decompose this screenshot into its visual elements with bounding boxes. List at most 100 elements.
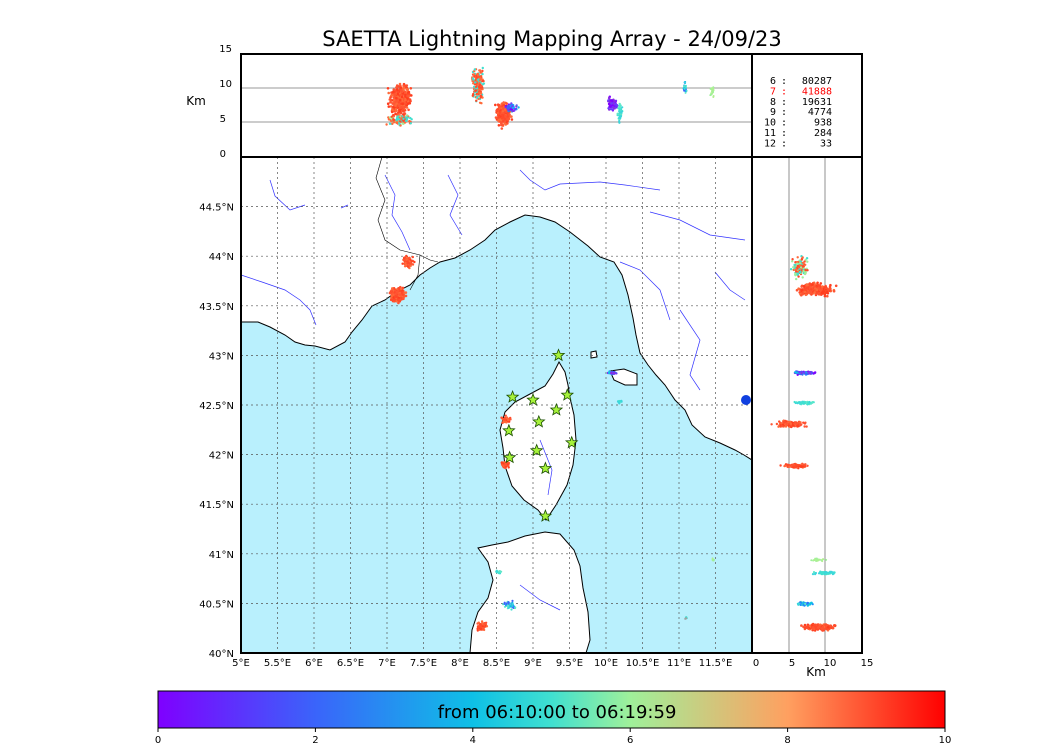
altitude-point (685, 89, 688, 92)
map-lightning-points (388, 254, 751, 632)
stat-key: 11 (764, 128, 776, 139)
colorbar-ticks: 0 2 4 6 8 10 (155, 728, 951, 746)
altitude-point (401, 122, 404, 125)
side-point (804, 293, 808, 297)
map-point (396, 298, 400, 302)
map-point (406, 260, 409, 263)
altitude-point (474, 89, 477, 93)
latitude-tick-label: 42.5°N (199, 401, 234, 412)
side-point (829, 571, 832, 574)
altitude-point (397, 101, 401, 104)
map-point (410, 262, 413, 265)
altitude-point (481, 69, 484, 73)
altitude-point (475, 96, 479, 100)
map-point (504, 414, 507, 417)
altitude-point (394, 112, 397, 116)
side-point (779, 464, 782, 467)
altitude-tick-label: 5 (220, 114, 226, 125)
stats-list: 6: 80287 7: 41888 8: 19631 9: 4774 10: 938 11: 284 1… (764, 76, 832, 149)
map-point (502, 420, 505, 423)
map-panel: 5°E 5.5°E 6°E 6.5°E 7°E 7.5°E 8°E 8.5°E 9°E 9.5°E… (199, 156, 753, 669)
side-point (798, 371, 801, 374)
side-point (825, 627, 828, 631)
side-point (804, 602, 807, 606)
altitude-point (397, 103, 401, 107)
stat-separator: : (781, 76, 787, 87)
side-point (802, 371, 806, 374)
side-point (812, 559, 815, 562)
altitude-point (396, 115, 400, 118)
map-point (398, 289, 402, 293)
map-point (509, 603, 512, 606)
altitude-point (479, 91, 483, 95)
altitude-point (513, 109, 516, 112)
altitude-point (517, 106, 520, 109)
altitude-point (389, 96, 392, 99)
side-point (834, 284, 838, 288)
station-star-icon (538, 508, 553, 522)
side-point (808, 282, 812, 285)
map-axis-labels: 5°E 5.5°E 6°E 6.5°E 7°E 7.5°E 8°E 8.5°E 9°E 9.5°E… (199, 203, 732, 669)
side-point (782, 421, 785, 424)
map-point (477, 621, 480, 624)
side-point (812, 285, 816, 288)
map-point (400, 291, 404, 294)
altitude-point (388, 122, 392, 126)
altitude-point (504, 106, 507, 109)
altitude-point (396, 92, 400, 96)
side-point (797, 275, 800, 278)
colorbar-tick-label: 6 (627, 735, 633, 746)
map-point (391, 287, 394, 290)
map-point (498, 572, 501, 575)
corsica-island (499, 360, 577, 521)
altitude-point (712, 89, 715, 91)
longitude-tick-label: 7.5°E (410, 658, 437, 669)
mainland (241, 157, 752, 461)
altitude-point (499, 121, 503, 124)
altitude-point (387, 118, 391, 121)
side-point (791, 258, 794, 261)
side-point (802, 421, 805, 424)
side-point (816, 281, 819, 285)
colorbar-gradient (157, 690, 946, 729)
altitude-point (683, 87, 686, 90)
figure-title: SAETTA Lightning Mapping Array - 24/09/2… (322, 27, 782, 51)
longitude-tick-label: 6.5°E (337, 658, 364, 669)
side-point (802, 602, 805, 605)
map-point (479, 623, 483, 627)
altitude-point (503, 117, 507, 121)
side-point (825, 291, 828, 294)
side-point (800, 258, 803, 261)
side-point (825, 573, 828, 576)
side-point (811, 401, 814, 404)
altitude-point (502, 116, 505, 119)
station-star-icon (564, 435, 579, 449)
altitude-point (391, 102, 395, 105)
altitude-point (473, 68, 476, 71)
altitude-point (607, 102, 611, 106)
altitude-point (392, 113, 395, 117)
map-point (607, 371, 611, 375)
side-point (795, 277, 798, 281)
side-tick-label: 5 (789, 658, 795, 669)
altitude-point (408, 102, 412, 105)
side-point (818, 288, 822, 292)
map-point (511, 599, 514, 603)
altitude-point (475, 85, 478, 88)
altitude-point (400, 90, 404, 94)
side-point (803, 425, 806, 428)
map-point (394, 295, 397, 299)
side-point (802, 269, 805, 273)
map-point (485, 625, 489, 628)
side-point (798, 423, 801, 427)
altitude-panel: Km 15 10 5 0 (186, 44, 753, 160)
stat-separator: : (781, 97, 787, 108)
side-point (833, 624, 836, 627)
altitude-point (410, 94, 413, 97)
altitude-point (481, 86, 484, 89)
side-point (792, 424, 795, 427)
longitude-tick-label: 7°E (378, 658, 396, 669)
altitude-point (497, 115, 501, 119)
station-star-icon (529, 443, 544, 457)
